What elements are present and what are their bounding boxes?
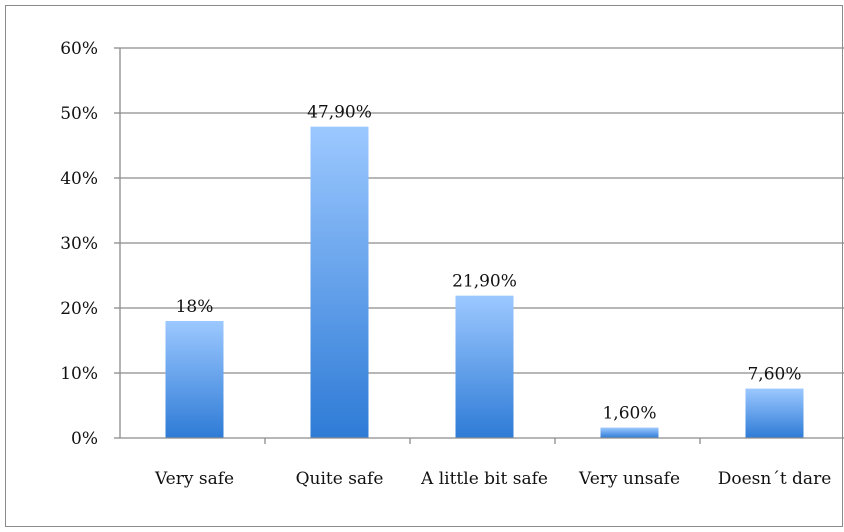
data-label: 1,60% [602,404,656,424]
bar [310,126,369,439]
data-label: 47,90% [307,103,372,123]
x-tick-label: Very safe [154,469,234,489]
bar [600,427,659,438]
data-label: 7,60% [747,365,801,385]
y-tick-label: 0% [71,429,98,449]
x-tick-label: Doesn´t dare [718,469,832,489]
data-label: 21,90% [452,272,517,292]
x-tick-label: Very unsafe [578,469,680,489]
x-tick-label: Quite safe [296,469,384,489]
x-tick-label: A little bit safe [420,469,548,489]
y-tick-label: 60% [60,39,98,59]
y-tick-label: 50% [60,104,98,124]
y-tick-label: 20% [60,299,98,319]
bar [455,295,514,438]
labels: 0% 10% 20% 30% 40% 50% 60% 18% Very safe 47,90% Qu… [60,39,831,489]
data-label: 18% [176,297,214,317]
y-tick-label: 40% [60,169,98,189]
gridlines [120,47,844,374]
bars [165,126,804,439]
chart-frame [5,5,843,527]
axes [114,47,844,444]
bar [165,321,224,438]
y-tick-label: 30% [60,234,98,254]
bar [745,388,804,438]
y-tick-label: 10% [60,364,98,384]
